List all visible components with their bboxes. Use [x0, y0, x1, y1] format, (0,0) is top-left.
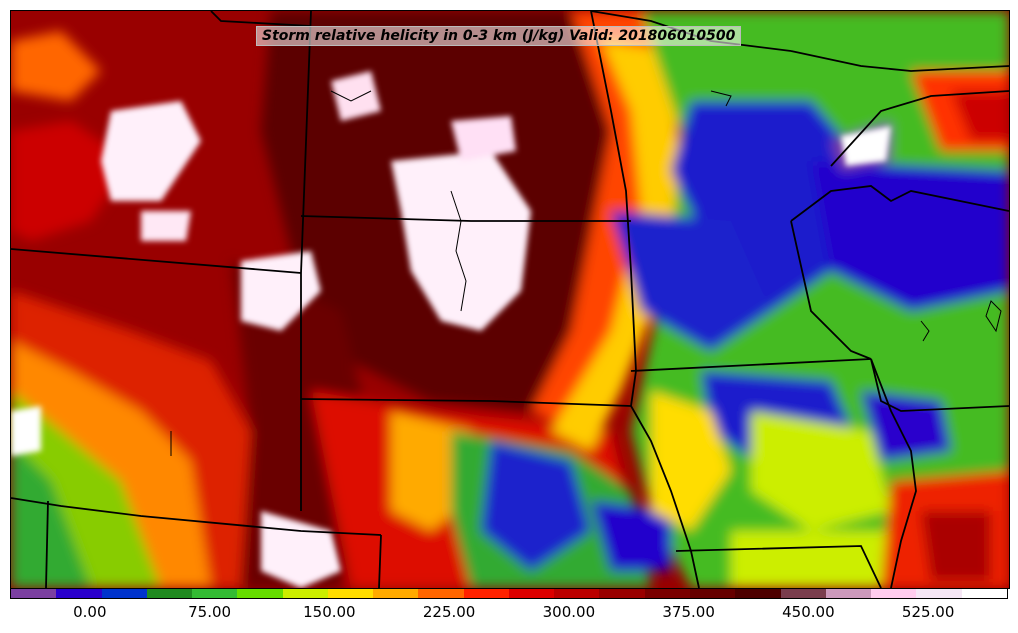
colorbar-segment: [644, 589, 690, 598]
colorbar-tick-label: 450.00: [782, 603, 835, 621]
colorbar: [10, 588, 1008, 599]
colorbar-segment: [463, 589, 509, 598]
colorbar-tick-label: 300.00: [542, 603, 596, 621]
rivers-lakes: [170, 90, 1002, 456]
colorbar-segment: [327, 589, 374, 598]
map-frame: Storm relative helicity in 0-3 km (J/kg)…: [10, 10, 1010, 589]
colorbar-tick-label: 75.00: [188, 603, 232, 621]
colorbar-segment: [146, 589, 193, 598]
state-borders: [11, 11, 1009, 588]
colorbar-segment: [282, 589, 328, 598]
colorbar-tick-labels: 0.00 75.00 150.00 225.00 300.00 375.00 450.00 5…: [0, 603, 1018, 623]
colorbar-segment: [735, 589, 781, 598]
colorbar-segment: [871, 589, 917, 598]
map-title: Storm relative helicity in 0-3 km (J/kg)…: [256, 26, 742, 46]
colorbar-segment: [599, 589, 645, 598]
colorbar-tick-label: 375.00: [662, 603, 715, 621]
colorbar-segment: [237, 589, 283, 598]
colorbar-segment: [554, 589, 600, 598]
high-helicity-patches: [11, 71, 891, 588]
colorbar-segment: [101, 589, 147, 598]
colorbar-tick-label: 525.00: [901, 603, 955, 621]
colorbar-segment: [825, 589, 872, 598]
colorbar-segment: [11, 589, 57, 598]
colorbar-segment: [56, 589, 102, 598]
colorbar-segment: [192, 589, 238, 598]
colorbar-tick-label: 150.00: [303, 603, 356, 621]
colorbar-tick-label: 225.00: [422, 603, 476, 621]
colorbar-segment: [373, 589, 419, 598]
colorbar-segment: [508, 589, 555, 598]
colorbar-tick-label: 0.00: [73, 603, 107, 621]
colorbar-segment: [961, 589, 1007, 598]
colorbar-segment: [780, 589, 826, 598]
colorbar-segment: [916, 589, 962, 598]
colorbar-segment: [689, 589, 736, 598]
colorbar-segment: [418, 589, 464, 598]
helicity-map: [11, 11, 1009, 588]
